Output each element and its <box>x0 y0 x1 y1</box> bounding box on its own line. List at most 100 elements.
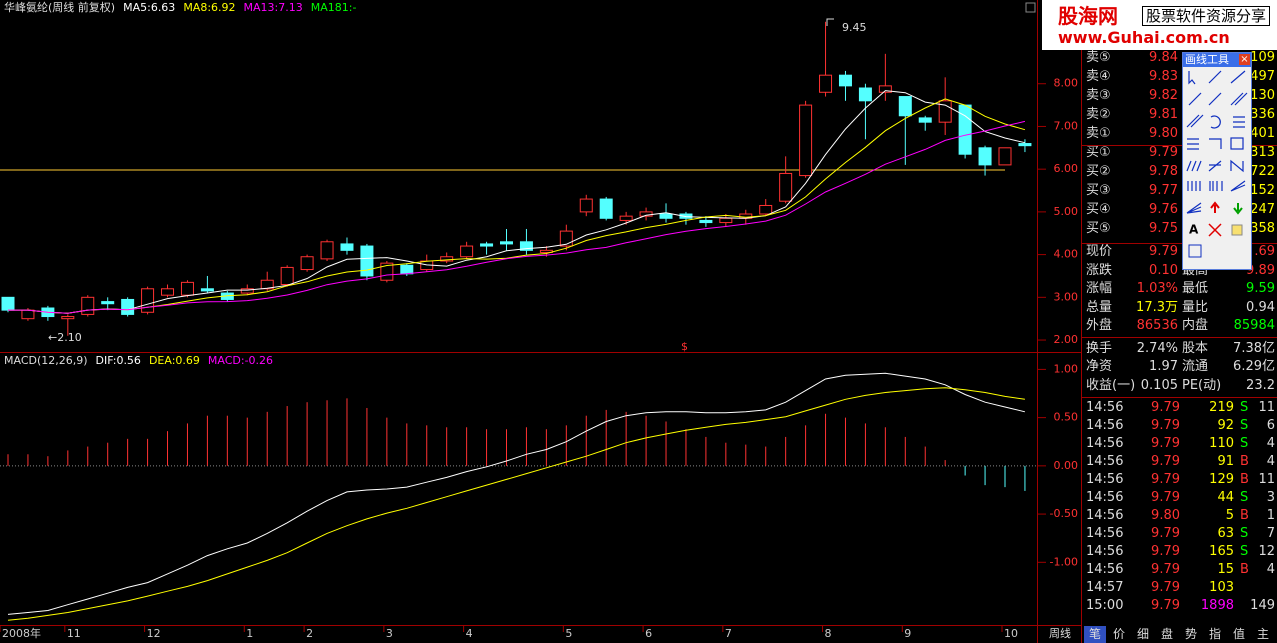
indicator-label: MACD:-0.26 <box>208 354 273 367</box>
trade-time: 14:56 <box>1086 472 1124 487</box>
trade-time: 14:56 <box>1086 562 1124 577</box>
tool-arc[interactable] <box>1210 115 1221 129</box>
y-tick-label: 3.00 <box>1054 290 1079 303</box>
panel-tab[interactable]: 值 <box>1232 627 1245 641</box>
tool-percent[interactable] <box>1209 138 1222 149</box>
tool-up[interactable] <box>1210 201 1220 213</box>
tool-ray[interactable] <box>1230 70 1246 84</box>
close-button[interactable]: × <box>1239 54 1250 65</box>
tool-delete[interactable] <box>1208 223 1222 237</box>
candle-body <box>898 96 912 117</box>
trade-side: S <box>1240 490 1249 505</box>
tool-wave[interactable] <box>1230 159 1244 173</box>
x-tick-label: 12 <box>147 627 161 640</box>
book-volume: 313 <box>1250 145 1275 160</box>
low-annotation: ←2.10 <box>48 331 82 344</box>
tool-cycle[interactable] <box>1208 160 1222 172</box>
tool-fib-time[interactable] <box>1209 181 1223 191</box>
candle-body <box>200 288 214 292</box>
tool-list[interactable] <box>1188 244 1202 258</box>
window-button[interactable] <box>1025 2 1036 13</box>
y-tick-label: 5.00 <box>1054 205 1079 218</box>
tool-time[interactable] <box>1187 181 1201 191</box>
tool-speed[interactable] <box>1230 180 1246 192</box>
trade-volume: 165 <box>1209 544 1234 559</box>
moving-average <box>8 120 1026 314</box>
tool-text[interactable]: A <box>1189 223 1199 237</box>
candle-body <box>659 213 673 219</box>
trade-time: 14:56 <box>1086 526 1124 541</box>
chart-title: MACD(12,26,9) <box>4 354 88 367</box>
stat-label: 最低 <box>1182 281 1209 296</box>
stat-value: 0.10 <box>1149 262 1178 278</box>
tool-gann[interactable] <box>1187 138 1199 150</box>
trade-count: 11 <box>1258 472 1275 487</box>
candle-body <box>21 309 35 320</box>
candle-body <box>180 281 194 296</box>
candle-body <box>360 245 374 277</box>
trade-time: 14:56 <box>1086 544 1124 559</box>
stat-label: 现价 <box>1086 244 1113 259</box>
marker: $ <box>681 340 688 353</box>
trade-volume: 91 <box>1217 454 1234 469</box>
panel-tab[interactable]: 主 <box>1256 627 1269 641</box>
x-tick-label: 8 <box>825 627 832 640</box>
trade-side: B <box>1240 508 1249 523</box>
panel-tab[interactable]: 势 <box>1184 627 1197 641</box>
tool-color[interactable] <box>1231 224 1243 236</box>
tool-rect[interactable] <box>1230 137 1244 150</box>
panel-tab[interactable]: 价 <box>1112 627 1125 641</box>
y-tick-label: 0.50 <box>1054 411 1079 424</box>
logo-name: 股海网 <box>1058 4 1118 28</box>
chart-title: 华峰氨纶(周线 前复权) <box>4 0 115 14</box>
stat-value: 9.59 <box>1246 281 1275 296</box>
tool-channel[interactable] <box>1186 114 1204 128</box>
candle-body <box>559 230 573 247</box>
trade-price: 9.79 <box>1151 436 1180 451</box>
trade-side: B <box>1240 562 1249 577</box>
tool-down[interactable] <box>1233 203 1243 215</box>
tool-segment[interactable] <box>1188 92 1202 106</box>
candle-body <box>918 117 932 123</box>
book-label: 卖① <box>1086 126 1111 141</box>
stat-value: 23.2 <box>1246 377 1275 393</box>
trade-volume: 5 <box>1225 508 1234 523</box>
stat-value: 0.94 <box>1246 299 1275 315</box>
tool-pointer[interactable] <box>1188 71 1196 85</box>
trade-price: 9.79 <box>1151 418 1180 433</box>
tool-arrow[interactable] <box>1208 92 1222 106</box>
high-pointer <box>826 18 834 26</box>
stat-label: 收益(一) <box>1086 377 1136 393</box>
trade-volume: 129 <box>1209 472 1234 487</box>
stat-label: 涨跌 <box>1086 262 1113 278</box>
period-tab[interactable]: 周线 <box>1049 626 1071 640</box>
panel-tab[interactable]: 指 <box>1208 627 1221 641</box>
x-tick-label: 4 <box>466 627 473 640</box>
candle-body <box>779 172 793 202</box>
book-price: 9.79 <box>1149 145 1178 160</box>
trade-price: 9.80 <box>1151 508 1180 523</box>
tool-line[interactable] <box>1208 70 1222 84</box>
trade-count: 11 <box>1258 400 1275 415</box>
tool-fib-fan[interactable] <box>1186 202 1202 214</box>
indicator-label: MA13:7.13 <box>244 1 303 14</box>
trade-side: S <box>1240 418 1249 433</box>
stat-label: PE(动) <box>1182 377 1222 393</box>
panel-tab[interactable]: 盘 <box>1160 627 1173 641</box>
trade-price: 9.79 <box>1151 454 1180 469</box>
candle-body <box>819 74 833 93</box>
panel-tab[interactable]: 细 <box>1136 627 1149 641</box>
toolbar-title: 画线工具 <box>1185 53 1229 66</box>
tool-parallel[interactable] <box>1230 92 1248 106</box>
stat-value: 9.89 <box>1246 262 1275 278</box>
tool-levels[interactable] <box>1233 116 1245 128</box>
candle-body <box>1018 143 1032 147</box>
x-tick-label: 2 <box>306 627 313 640</box>
tool-fan[interactable] <box>1186 160 1202 172</box>
candle-body <box>519 241 533 251</box>
trade-price: 9.79 <box>1151 598 1180 613</box>
stat-value: 2.74% <box>1136 340 1178 356</box>
trade-time: 14:56 <box>1086 454 1124 469</box>
panel-tab[interactable]: 笔 <box>1084 626 1106 643</box>
